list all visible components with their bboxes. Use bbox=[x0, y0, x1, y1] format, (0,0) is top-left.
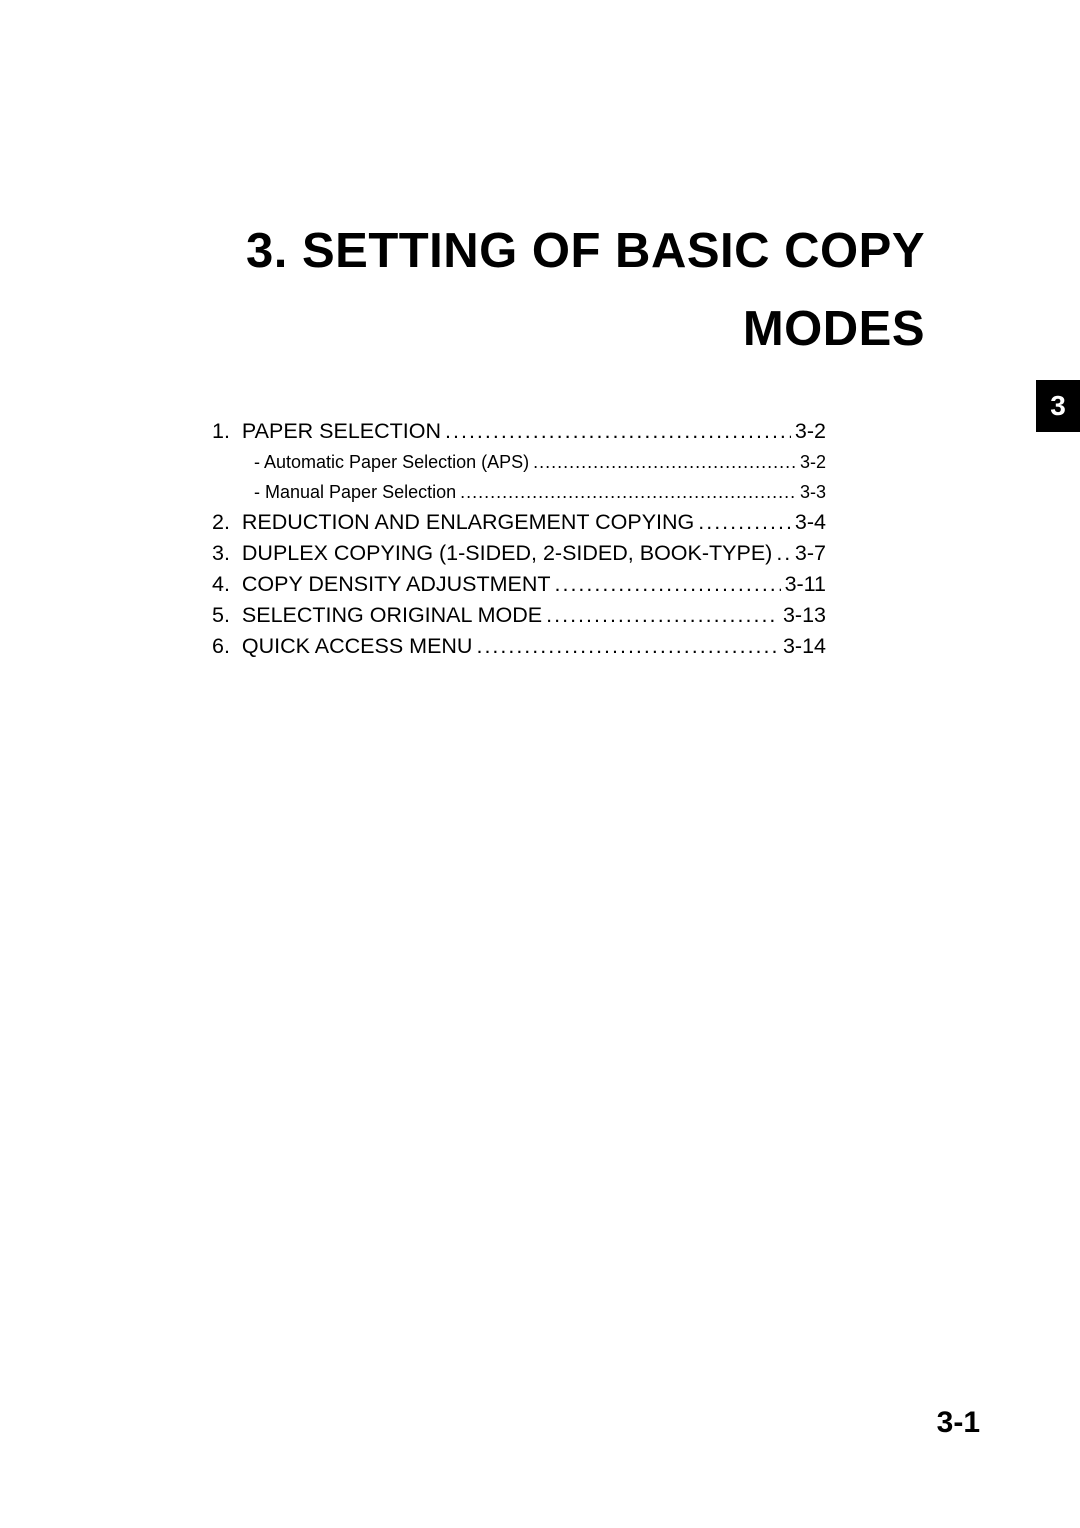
toc-label: - Automatic Paper Selection (APS) bbox=[254, 447, 533, 477]
toc-label: SELECTING ORIGINAL MODE bbox=[242, 600, 546, 630]
toc-leader bbox=[445, 416, 791, 446]
toc-leader bbox=[698, 507, 791, 537]
chapter-title: 3. SETTING OF BASIC COPY MODES bbox=[155, 212, 925, 369]
toc-leader bbox=[555, 569, 781, 599]
toc-label: - Manual Paper Selection bbox=[254, 477, 460, 507]
toc-label: REDUCTION AND ENLARGEMENT COPYING bbox=[242, 507, 698, 537]
toc-page: 3-14 bbox=[779, 631, 826, 661]
toc-page: 3-13 bbox=[779, 600, 826, 630]
toc-number: 3. bbox=[212, 538, 230, 568]
toc-label: PAPER SELECTION bbox=[242, 416, 445, 446]
chapter-tab: 3 bbox=[1036, 380, 1080, 432]
toc-number: 6. bbox=[212, 631, 230, 661]
toc-label: QUICK ACCESS MENU bbox=[242, 631, 477, 661]
title-line-2: MODES bbox=[743, 302, 925, 356]
toc-page: 3-4 bbox=[791, 507, 826, 537]
toc-entry: 1. PAPER SELECTION 3-2 bbox=[212, 416, 826, 446]
toc-entry: 3. DUPLEX COPYING (1-SIDED, 2-SIDED, BOO… bbox=[212, 538, 826, 568]
toc-subentry: - Manual Paper Selection 3-3 bbox=[212, 477, 826, 507]
table-of-contents: 1. PAPER SELECTION 3-2 - Automatic Paper… bbox=[212, 416, 826, 662]
toc-leader bbox=[776, 538, 791, 568]
toc-number: 2. bbox=[212, 507, 230, 537]
toc-entry: 2. REDUCTION AND ENLARGEMENT COPYING 3-4 bbox=[212, 507, 826, 537]
toc-entry: 4. COPY DENSITY ADJUSTMENT 3-11 bbox=[212, 569, 826, 599]
toc-leader bbox=[533, 447, 796, 477]
toc-page: 3-11 bbox=[781, 569, 826, 599]
toc-page: 3-2 bbox=[796, 447, 826, 477]
tab-number: 3 bbox=[1050, 390, 1066, 422]
toc-entry: 6. QUICK ACCESS MENU 3-14 bbox=[212, 631, 826, 661]
toc-leader bbox=[476, 631, 778, 661]
toc-entry: 5. SELECTING ORIGINAL MODE 3-13 bbox=[212, 600, 826, 630]
title-line-1: 3. SETTING OF BASIC COPY bbox=[246, 224, 925, 278]
document-page: 3. SETTING OF BASIC COPY MODES 3 1. PAPE… bbox=[0, 0, 1080, 1528]
toc-page: 3-2 bbox=[791, 416, 826, 446]
toc-page: 3-3 bbox=[796, 477, 826, 507]
toc-subentry: - Automatic Paper Selection (APS) 3-2 bbox=[212, 447, 826, 477]
toc-page: 3-7 bbox=[791, 538, 826, 568]
toc-label: COPY DENSITY ADJUSTMENT bbox=[242, 569, 555, 599]
toc-leader bbox=[546, 600, 779, 630]
toc-number: 5. bbox=[212, 600, 230, 630]
toc-label: DUPLEX COPYING (1-SIDED, 2-SIDED, BOOK-T… bbox=[242, 538, 776, 568]
page-number: 3-1 bbox=[937, 1406, 980, 1440]
toc-leader bbox=[460, 477, 796, 507]
toc-number: 4. bbox=[212, 569, 230, 599]
toc-number: 1. bbox=[212, 416, 230, 446]
